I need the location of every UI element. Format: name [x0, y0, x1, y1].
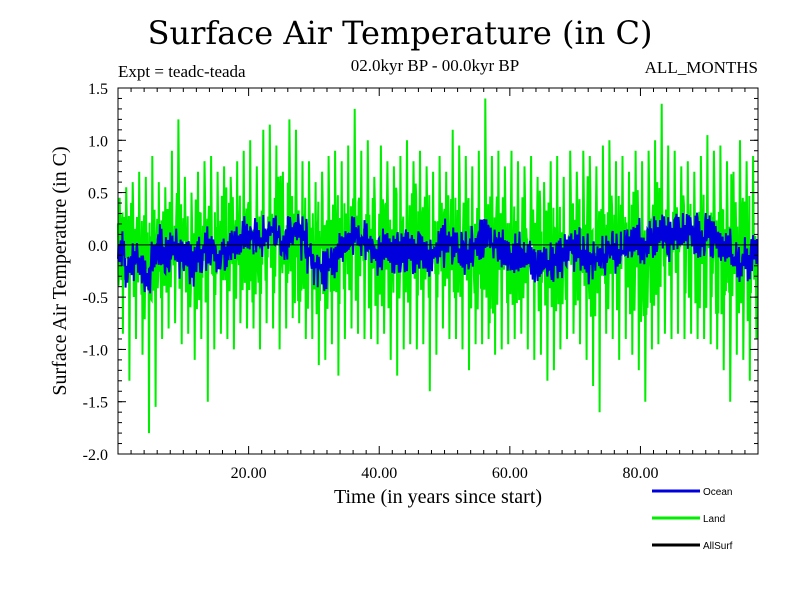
y-axis: 1.5 1.0 0.5 0.0 -0.5 -1.0 -1.5 -2.0 [83, 81, 758, 464]
legend-label-land: Land [703, 514, 725, 525]
y-tick-label: -1.0 [83, 342, 108, 359]
plot-frame [117, 87, 759, 455]
y-tick-label: -2.0 [83, 447, 108, 464]
ocean-series-group [117, 212, 759, 294]
y-tick-label: -1.5 [83, 395, 108, 412]
y-tick-label: 0.5 [88, 186, 108, 203]
land-series-line [117, 98, 759, 434]
land-series-group [117, 98, 759, 434]
period-label: 02.0kyr BP - 00.0kyr BP [350, 56, 520, 75]
legend-label-allsurf: AllSurf [703, 541, 733, 552]
x-tick-label: 60.00 [492, 465, 528, 482]
y-tick-label: 1.5 [88, 81, 108, 98]
legend-label-ocean: Ocean [703, 487, 732, 498]
x-axis: 20.00 40.00 60.00 80.00 [130, 88, 759, 482]
x-tick-label: 40.00 [361, 465, 397, 482]
x-tick-label: 20.00 [231, 465, 267, 482]
y-tick-label: 0.0 [88, 238, 108, 255]
y-tick-label: 1.0 [88, 133, 108, 150]
ocean-series-line [117, 212, 759, 294]
legend: Ocean Land AllSurf [652, 487, 733, 552]
chart-title: Surface Air Temperature (in C) [147, 14, 653, 52]
x-axis-label: Time (in years since start) [334, 486, 542, 508]
y-tick-label: -0.5 [83, 290, 108, 307]
y-axis-label: Surface Air Temperature (in C) [49, 146, 71, 395]
x-tick-label: 80.00 [622, 465, 658, 482]
experiment-label: Expt = teadc-teada [118, 62, 246, 81]
season-label: ALL_MONTHS [644, 58, 758, 77]
